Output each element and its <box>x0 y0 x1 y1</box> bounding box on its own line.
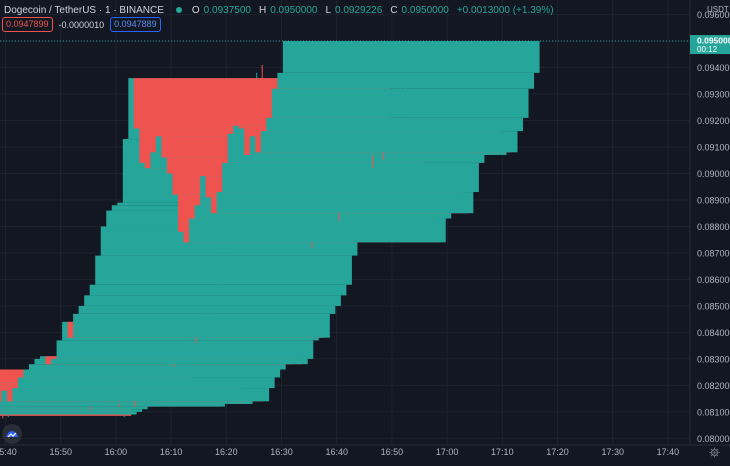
last-price-box <box>690 35 730 55</box>
candle <box>216 186 474 219</box>
y-tick-label: 0.0870000 <box>697 248 730 258</box>
candle <box>12 385 270 407</box>
candle-body <box>222 162 479 193</box>
candle-body <box>51 358 308 365</box>
y-tick-label: 0.0900000 <box>697 169 730 179</box>
low-key: L <box>325 4 332 16</box>
candle-body <box>266 117 524 132</box>
y-tick-label: 0.0840000 <box>697 328 730 338</box>
candle-body <box>73 313 330 338</box>
change-value: +0.0013000 (+1.39%) <box>456 4 554 16</box>
market-status-icon <box>175 7 182 13</box>
buy-button[interactable]: 0.0947889 <box>110 17 161 32</box>
x-tick-label: 16:50 <box>381 447 404 457</box>
spread-value: -0.0000010 <box>58 19 105 30</box>
bar-countdown-label: 00:12 <box>697 45 718 54</box>
x-tick-label: 16:30 <box>270 447 293 457</box>
candle-body <box>216 192 474 214</box>
candle-body <box>0 409 143 412</box>
candle <box>17 374 275 394</box>
y-tick-label: 0.0860000 <box>697 275 730 285</box>
y-tick-label: 0.0820000 <box>697 381 730 391</box>
candle-body <box>17 377 275 389</box>
settings-gear-icon[interactable] <box>708 446 720 458</box>
y-tick-label: 0.0910000 <box>697 143 730 153</box>
x-tick-label: 17:30 <box>601 447 624 457</box>
candle-body <box>0 411 137 415</box>
candle <box>282 41 540 76</box>
trade-buttons: 0.0947899 -0.0000010 0.0947889 <box>2 17 161 32</box>
y-tick-label: 0.0930000 <box>697 90 730 100</box>
candle <box>222 160 479 198</box>
candle <box>271 86 529 126</box>
high-value: 0.0950000 <box>270 4 318 16</box>
y-tick-label: 0.0830000 <box>697 354 730 364</box>
symbol-legend: Dogecoin / TetherUS · 1 · BINANCE O 0.09… <box>4 3 558 17</box>
y-tick-label: 0.0890000 <box>697 195 730 205</box>
y-tick-label: 0.0810000 <box>697 407 730 417</box>
x-tick-label: 17:20 <box>546 447 569 457</box>
x-tick-label: 15:50 <box>49 447 72 457</box>
candle-body <box>189 218 446 243</box>
symbol-title[interactable]: Dogecoin / TetherUS · 1 · BINANCE <box>4 4 164 16</box>
candle-body <box>23 369 281 378</box>
x-tick-label: 17:40 <box>657 447 680 457</box>
candle <box>95 252 352 291</box>
candle-body <box>282 41 540 73</box>
price-scale-currency: USDT <box>707 5 729 14</box>
candle-body <box>277 72 535 89</box>
candle <box>73 311 330 341</box>
y-tick-label: 0.0880000 <box>697 222 730 232</box>
high-key: H <box>258 4 267 16</box>
candle-body <box>95 255 352 285</box>
candle-body <box>0 406 148 410</box>
x-tick-label: 17:10 <box>491 447 514 457</box>
sell-button[interactable]: 0.0947899 <box>2 17 53 32</box>
candle-body <box>56 340 314 359</box>
candle-body <box>84 295 341 306</box>
candle-body <box>78 305 336 314</box>
y-tick-label: 0.0920000 <box>697 116 730 126</box>
close-key: C <box>390 4 398 16</box>
candles <box>0 41 540 419</box>
candle <box>56 337 314 373</box>
candle-body <box>271 88 529 118</box>
candle-body <box>12 388 270 402</box>
x-tick-label: 16:00 <box>105 447 128 457</box>
candle-body <box>89 284 347 296</box>
x-tick-label: 17:00 <box>436 447 459 457</box>
tradingview-logo-icon[interactable] <box>2 424 22 444</box>
y-tick-label: 0.0960000 <box>697 10 730 20</box>
x-tick-label: 15:40 <box>0 447 17 457</box>
candle-body <box>260 131 518 153</box>
open-key: O <box>191 4 200 16</box>
x-tick-label: 16:40 <box>325 447 348 457</box>
candle <box>84 292 341 317</box>
low-value: 0.0929226 <box>335 4 383 16</box>
candle-body <box>0 401 253 404</box>
y-tick-label: 0.0850000 <box>697 301 730 311</box>
open-value: 0.0937500 <box>203 4 251 16</box>
candle-body <box>28 364 286 370</box>
x-tick-label: 16:10 <box>160 447 183 457</box>
time-scale[interactable]: 15:40 15:50 16:00 16:10 16:20 16:30 16:40 16:50… <box>0 444 730 457</box>
y-tick-label: 0.0940000 <box>697 63 730 73</box>
candle <box>260 128 518 158</box>
y-tick-label: 0.0800000 <box>697 434 730 444</box>
close-value: 0.0950000 <box>401 4 449 16</box>
last-price-label: 0.0950000 <box>697 36 730 46</box>
price-scale[interactable]: 0.0960000 0.0950000 0.0940000 0.0930000 0.09… <box>689 0 730 445</box>
x-tick-label: 16:20 <box>215 447 238 457</box>
